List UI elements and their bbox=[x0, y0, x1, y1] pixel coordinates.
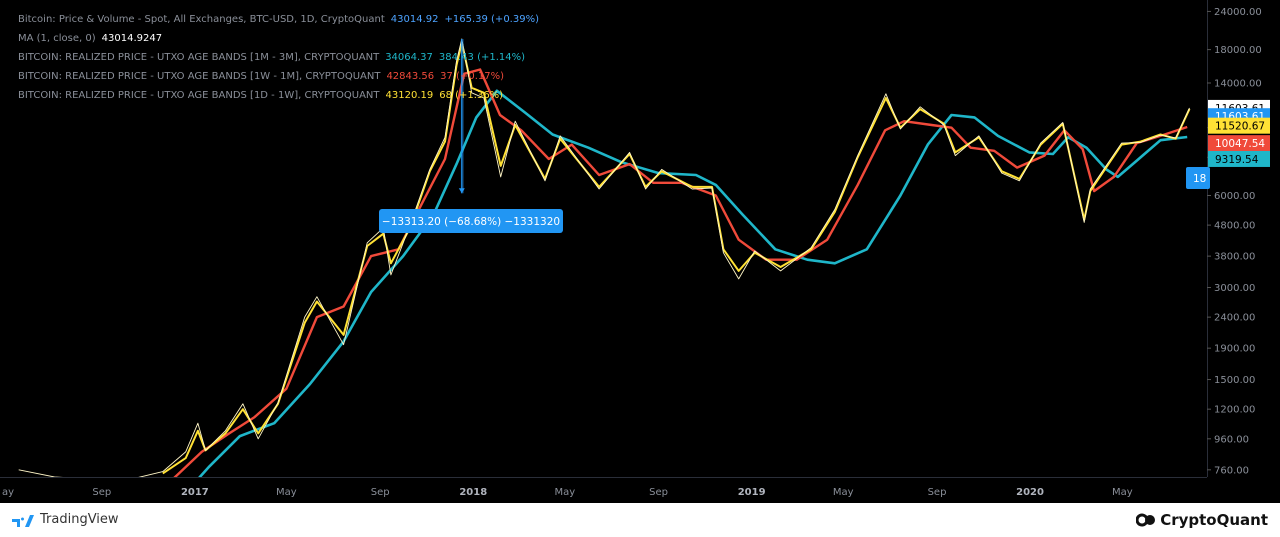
x-tick-label: May bbox=[554, 487, 575, 498]
y-tick-label: 760.00 bbox=[1214, 465, 1249, 476]
price-chart[interactable]: −13313.20 (−68.68%) −1331320 24000.00 180… bbox=[0, 0, 1280, 503]
series-line[interactable] bbox=[171, 68, 1188, 481]
x-tick-label: 2020 bbox=[1016, 487, 1044, 498]
y-tick-label: 4800.00 bbox=[1214, 221, 1255, 232]
x-tick-label: Sep bbox=[649, 487, 668, 498]
tradingview-label: TradingView bbox=[40, 512, 119, 527]
legend-label: BITCOIN: REALIZED PRICE - UTXO AGE BANDS… bbox=[18, 71, 381, 82]
measure-tool[interactable]: −13313.20 (−68.68%) −1331320 bbox=[379, 38, 563, 233]
price-badge-label: 11520.67 bbox=[1215, 121, 1265, 133]
x-tick-label: 2018 bbox=[459, 487, 487, 498]
legend-change: 37 (+0.17%) bbox=[440, 71, 505, 82]
y-tick-label: 1200.00 bbox=[1214, 405, 1255, 416]
x-tick-label: ay bbox=[2, 487, 14, 498]
tradingview-logo[interactable]: TradingView bbox=[12, 512, 119, 527]
legend-label: Bitcoin: Price & Volume - Spot, All Exch… bbox=[18, 14, 385, 25]
y-tick-label: 18000.00 bbox=[1214, 45, 1262, 56]
y-tick-label: 1500.00 bbox=[1214, 375, 1255, 386]
chart-area[interactable]: −13313.20 (−68.68%) −1331320 24000.00 180… bbox=[0, 0, 1280, 503]
price-badges: 1811603.6111603.6111520.6710047.549319.5… bbox=[1186, 99, 1270, 189]
legend-row-1m-3m[interactable]: BITCOIN: REALIZED PRICE - UTXO AGE BANDS… bbox=[18, 48, 539, 67]
partial-badge bbox=[1186, 167, 1210, 189]
y-tick-label: 1900.00 bbox=[1214, 344, 1255, 355]
legend-label: MA (1, close, 0) bbox=[18, 33, 96, 44]
y-tick-label: 960.00 bbox=[1214, 434, 1249, 445]
x-tick-label: 2019 bbox=[738, 487, 766, 498]
footer: TradingView CryptoQuant bbox=[0, 503, 1280, 537]
axis-layer: 24000.00 18000.00 14000.00 6000.00 4800.00 38… bbox=[0, 0, 1262, 498]
legend-value: 43014.92 bbox=[390, 14, 439, 25]
legend-row-price[interactable]: Bitcoin: Price & Volume - Spot, All Exch… bbox=[18, 10, 539, 29]
legend-value: 42843.56 bbox=[386, 71, 435, 82]
measure-label: −13313.20 (−68.68%) −1331320 bbox=[382, 216, 560, 228]
partial-badge-label: 18 bbox=[1193, 173, 1206, 185]
cryptoquant-logo[interactable]: CryptoQuant bbox=[1136, 511, 1268, 529]
price-badge bbox=[1208, 135, 1270, 152]
y-tick-label: 3000.00 bbox=[1214, 283, 1255, 294]
y-tick-label: 24000.00 bbox=[1214, 7, 1262, 18]
y-tick-label: 3800.00 bbox=[1214, 252, 1255, 263]
x-tick-label: Sep bbox=[928, 487, 947, 498]
cryptoquant-icon bbox=[1136, 513, 1156, 527]
x-tick-label: 2017 bbox=[181, 487, 209, 498]
measure-label-box bbox=[379, 209, 563, 233]
legend-label: BITCOIN: REALIZED PRICE - UTXO AGE BANDS… bbox=[18, 52, 380, 63]
price-badge bbox=[1208, 150, 1270, 167]
legend-row-ma[interactable]: MA (1, close, 0) 43014.9247 bbox=[18, 29, 539, 48]
y-tick-label: 14000.00 bbox=[1214, 78, 1262, 89]
legend-change: 384.43 (+1.14%) bbox=[438, 52, 526, 63]
legend-row-1w-1m[interactable]: BITCOIN: REALIZED PRICE - UTXO AGE BANDS… bbox=[18, 67, 539, 86]
y-tick-label: 6000.00 bbox=[1214, 191, 1255, 202]
legend-value: 34064.37 bbox=[385, 52, 433, 63]
legend: Bitcoin: Price & Volume - Spot, All Exch… bbox=[18, 10, 539, 105]
price-badge-label: 10047.54 bbox=[1215, 138, 1265, 150]
x-tick-label: May bbox=[276, 487, 297, 498]
x-tick-label: Sep bbox=[371, 487, 390, 498]
x-tick-label: May bbox=[833, 487, 854, 498]
tradingview-icon bbox=[12, 514, 34, 527]
legend-change: 68 (+1.36%) bbox=[439, 90, 504, 101]
x-tick-label: May bbox=[1112, 487, 1133, 498]
legend-change: +165.39 (+0.39%) bbox=[444, 14, 539, 25]
price-badge-label: 9319.54 bbox=[1215, 154, 1259, 166]
legend-label: BITCOIN: REALIZED PRICE - UTXO AGE BANDS… bbox=[18, 90, 380, 101]
x-tick-label: Sep bbox=[92, 487, 111, 498]
series-group bbox=[18, 38, 1191, 481]
measure-arrow-icon bbox=[458, 188, 465, 194]
legend-row-1d-1w[interactable]: BITCOIN: REALIZED PRICE - UTXO AGE BANDS… bbox=[18, 86, 539, 105]
y-tick-label: 2400.00 bbox=[1214, 313, 1255, 324]
series-line[interactable] bbox=[162, 41, 1191, 475]
series-layer bbox=[18, 38, 1191, 481]
legend-value: 43120.19 bbox=[385, 90, 434, 101]
legend-value: 43014.9247 bbox=[101, 33, 163, 44]
series-line[interactable] bbox=[18, 38, 1190, 481]
cryptoquant-label: CryptoQuant bbox=[1160, 511, 1268, 529]
price-badge bbox=[1208, 117, 1270, 134]
